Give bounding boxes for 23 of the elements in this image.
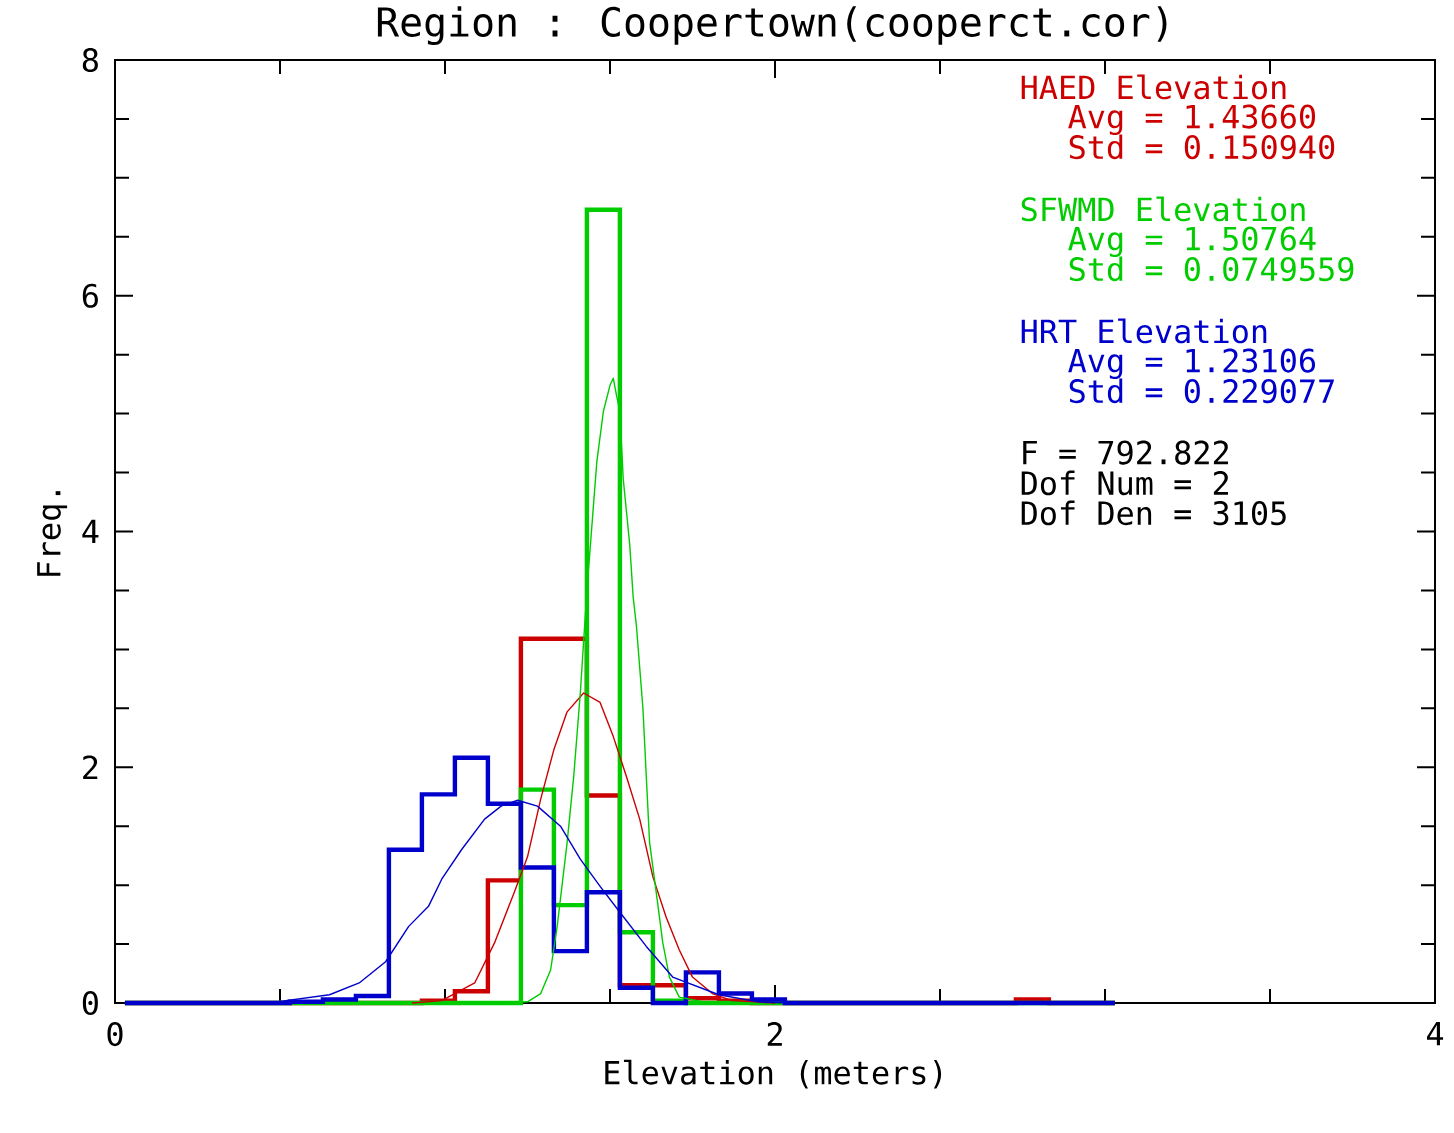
x-axis-title: Elevation (meters) — [605, 1059, 942, 1089]
y-axis-title: Freq. — [37, 491, 68, 576]
annotation: F = 792.822 — [1023, 440, 1228, 465]
text: SFWMD Elevation — [1021, 196, 1305, 222]
annotation: Std = 0.229077 — [1069, 378, 1334, 404]
annotation: Avg = 1.50764 — [1068, 226, 1316, 258]
text: HAED Elevation — [1021, 74, 1286, 100]
chart-title: Region : Coopertown(cooperct.cor) — [377, 6, 1167, 45]
y-tick-label: 4 — [82, 519, 99, 544]
annotation: Std = 0.0749559 — [1069, 256, 1354, 282]
annotation: Dof Den = 3105 — [1021, 500, 1286, 526]
annotation: Std = 0.150940 — [1069, 134, 1335, 160]
annotation: Avg = 1.23106 — [1068, 348, 1316, 380]
x-tick-label: 2 — [767, 1022, 782, 1046]
x-tick-label: 0 — [107, 1022, 123, 1047]
y-tick-label: 6 — [82, 283, 98, 308]
annotation: Avg = 1.43660 — [1068, 104, 1316, 136]
y-tick-label: 0 — [82, 990, 98, 1016]
y-tick-label: 8 — [82, 47, 98, 73]
x-tick-label: 4 — [1427, 1022, 1444, 1046]
annotation: Dof Num = 2 — [1021, 470, 1228, 496]
y-tick-label: 2 — [83, 755, 98, 780]
text: HRT Elevation — [1021, 318, 1267, 344]
